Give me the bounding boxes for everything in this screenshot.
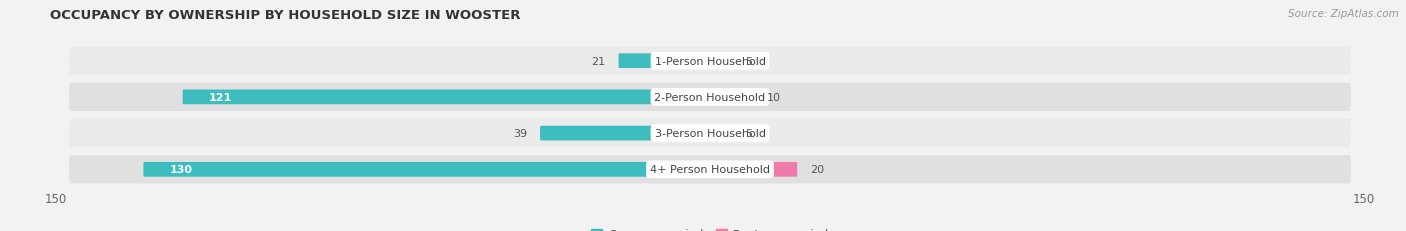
Text: 5: 5 bbox=[745, 128, 752, 139]
FancyBboxPatch shape bbox=[619, 54, 710, 69]
Text: 20: 20 bbox=[810, 165, 824, 175]
FancyBboxPatch shape bbox=[69, 155, 1351, 184]
Text: 21: 21 bbox=[592, 56, 606, 66]
Text: OCCUPANCY BY OWNERSHIP BY HOUSEHOLD SIZE IN WOOSTER: OCCUPANCY BY OWNERSHIP BY HOUSEHOLD SIZE… bbox=[49, 9, 520, 22]
Text: 39: 39 bbox=[513, 128, 527, 139]
FancyBboxPatch shape bbox=[710, 162, 797, 177]
Text: 2-Person Household: 2-Person Household bbox=[654, 92, 766, 103]
FancyBboxPatch shape bbox=[143, 162, 710, 177]
FancyBboxPatch shape bbox=[710, 126, 733, 141]
Legend: Owner-occupied, Renter-occupied: Owner-occupied, Renter-occupied bbox=[586, 223, 834, 231]
Text: 4+ Person Household: 4+ Person Household bbox=[650, 165, 770, 175]
Text: 121: 121 bbox=[208, 92, 232, 103]
Text: 3-Person Household: 3-Person Household bbox=[655, 128, 765, 139]
FancyBboxPatch shape bbox=[183, 90, 710, 105]
Text: 5: 5 bbox=[745, 56, 752, 66]
FancyBboxPatch shape bbox=[710, 54, 733, 69]
Text: 10: 10 bbox=[766, 92, 780, 103]
Text: Source: ZipAtlas.com: Source: ZipAtlas.com bbox=[1288, 9, 1399, 19]
FancyBboxPatch shape bbox=[69, 119, 1351, 148]
Text: 130: 130 bbox=[170, 165, 193, 175]
FancyBboxPatch shape bbox=[710, 90, 754, 105]
FancyBboxPatch shape bbox=[69, 47, 1351, 76]
FancyBboxPatch shape bbox=[540, 126, 710, 141]
Text: 1-Person Household: 1-Person Household bbox=[655, 56, 765, 66]
FancyBboxPatch shape bbox=[69, 83, 1351, 112]
